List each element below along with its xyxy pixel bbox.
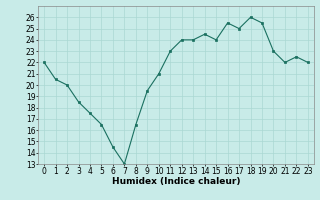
- X-axis label: Humidex (Indice chaleur): Humidex (Indice chaleur): [112, 177, 240, 186]
